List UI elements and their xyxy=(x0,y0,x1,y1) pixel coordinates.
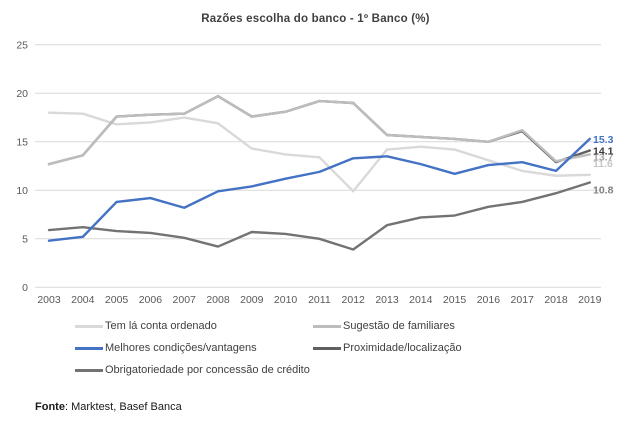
series-line-obrigatoriedade-concessao-credito xyxy=(47,181,591,251)
y-axis-label: 15 xyxy=(16,136,28,148)
legend-label: Obrigatoriedade por concessão de crédito xyxy=(105,364,310,376)
series-end-label-melhores-condicoes-vantagens: 15.3 xyxy=(593,134,614,146)
source-label: Fonte xyxy=(35,401,65,413)
legend-label: Melhores condições/vantagens xyxy=(105,342,257,354)
legend-item-sugestao-de-familiares: Sugestão de familiares xyxy=(313,320,595,332)
x-axis-label: 2016 xyxy=(477,294,501,306)
x-axis-label: 2008 xyxy=(206,294,230,306)
legend-item-tem-la-conta-ordenado: Tem lá conta ordenado xyxy=(75,320,313,332)
x-axis-label: 2010 xyxy=(274,294,298,306)
series-line-proximidade-localizacao xyxy=(47,95,591,166)
series-line-melhores-condicoes-vantagens xyxy=(47,137,591,242)
legend-label: Proximidade/localização xyxy=(343,342,462,354)
line-chart: 0 5 10 15 20 25 2003 2004 2005 2006 2007 2008 2009 20… xyxy=(16,39,614,306)
x-axis-label: 2006 xyxy=(139,294,163,306)
source-text: : Marktest, Basef Banca xyxy=(64,401,182,413)
chart-title: Razões escolha do banco - 1º Banco (%) xyxy=(201,13,430,25)
legend-swatch-obrigatoriedade-concessao-credito xyxy=(75,368,103,372)
series-end-label-proximidade-localizacao: 14.1 xyxy=(593,146,614,158)
y-axis-label: 0 xyxy=(22,282,28,294)
legend-item-melhores-condicoes-vantagens: Melhores condições/vantagens xyxy=(75,342,313,354)
legend-swatch-proximidade-localizacao xyxy=(313,346,341,350)
y-axis-label: 20 xyxy=(16,88,28,100)
series-end-label-obrigatoriedade-concessao-credito: 10.8 xyxy=(593,185,614,197)
y-axis-label: 25 xyxy=(16,39,28,51)
chart-legend: Tem lá conta ordenado Sugestão de familia… xyxy=(75,320,595,376)
x-axis-label: 2005 xyxy=(105,294,129,306)
x-axis-label: 2014 xyxy=(409,294,433,306)
x-axis-label: 2012 xyxy=(342,294,366,306)
x-axis-label: 2018 xyxy=(544,294,568,306)
x-axis-label: 2007 xyxy=(173,294,197,306)
x-axis-label: 2013 xyxy=(375,294,399,306)
series-line-tem-la-conta-ordenado xyxy=(47,111,591,193)
legend-label: Sugestão de familiares xyxy=(343,320,455,332)
source-note: Fonte: Marktest, Basef Banca xyxy=(35,401,182,413)
legend-swatch-sugestao-de-familiares xyxy=(313,324,341,328)
x-axis-label: 2019 xyxy=(578,294,602,306)
series-line-sugestao-de-familiares xyxy=(47,95,591,166)
x-axis-label: 2004 xyxy=(71,294,95,306)
x-axis-label: 2009 xyxy=(240,294,264,306)
x-axis-label: 2017 xyxy=(511,294,535,306)
y-axis-label: 5 xyxy=(22,233,28,245)
legend-label: Tem lá conta ordenado xyxy=(105,320,217,332)
legend-swatch-tem-la-conta-ordenado xyxy=(75,324,103,328)
legend-item-obrigatoriedade-concessao-credito: Obrigatoriedade por concessão de crédito xyxy=(75,364,313,376)
x-axis-label: 2015 xyxy=(443,294,467,306)
x-axis-label: 2003 xyxy=(37,294,61,306)
y-axis-label: 10 xyxy=(16,185,28,197)
legend-swatch-melhores-condicoes-vantagens xyxy=(75,346,103,350)
series-end-label-tem-la-conta-ordenado: 11.6 xyxy=(593,158,613,170)
legend-item-proximidade-localizacao: Proximidade/localização xyxy=(313,342,595,354)
series-end-label-sugestao-de-familiares: 13.7 xyxy=(593,151,614,163)
x-axis-label: 2011 xyxy=(308,294,331,306)
